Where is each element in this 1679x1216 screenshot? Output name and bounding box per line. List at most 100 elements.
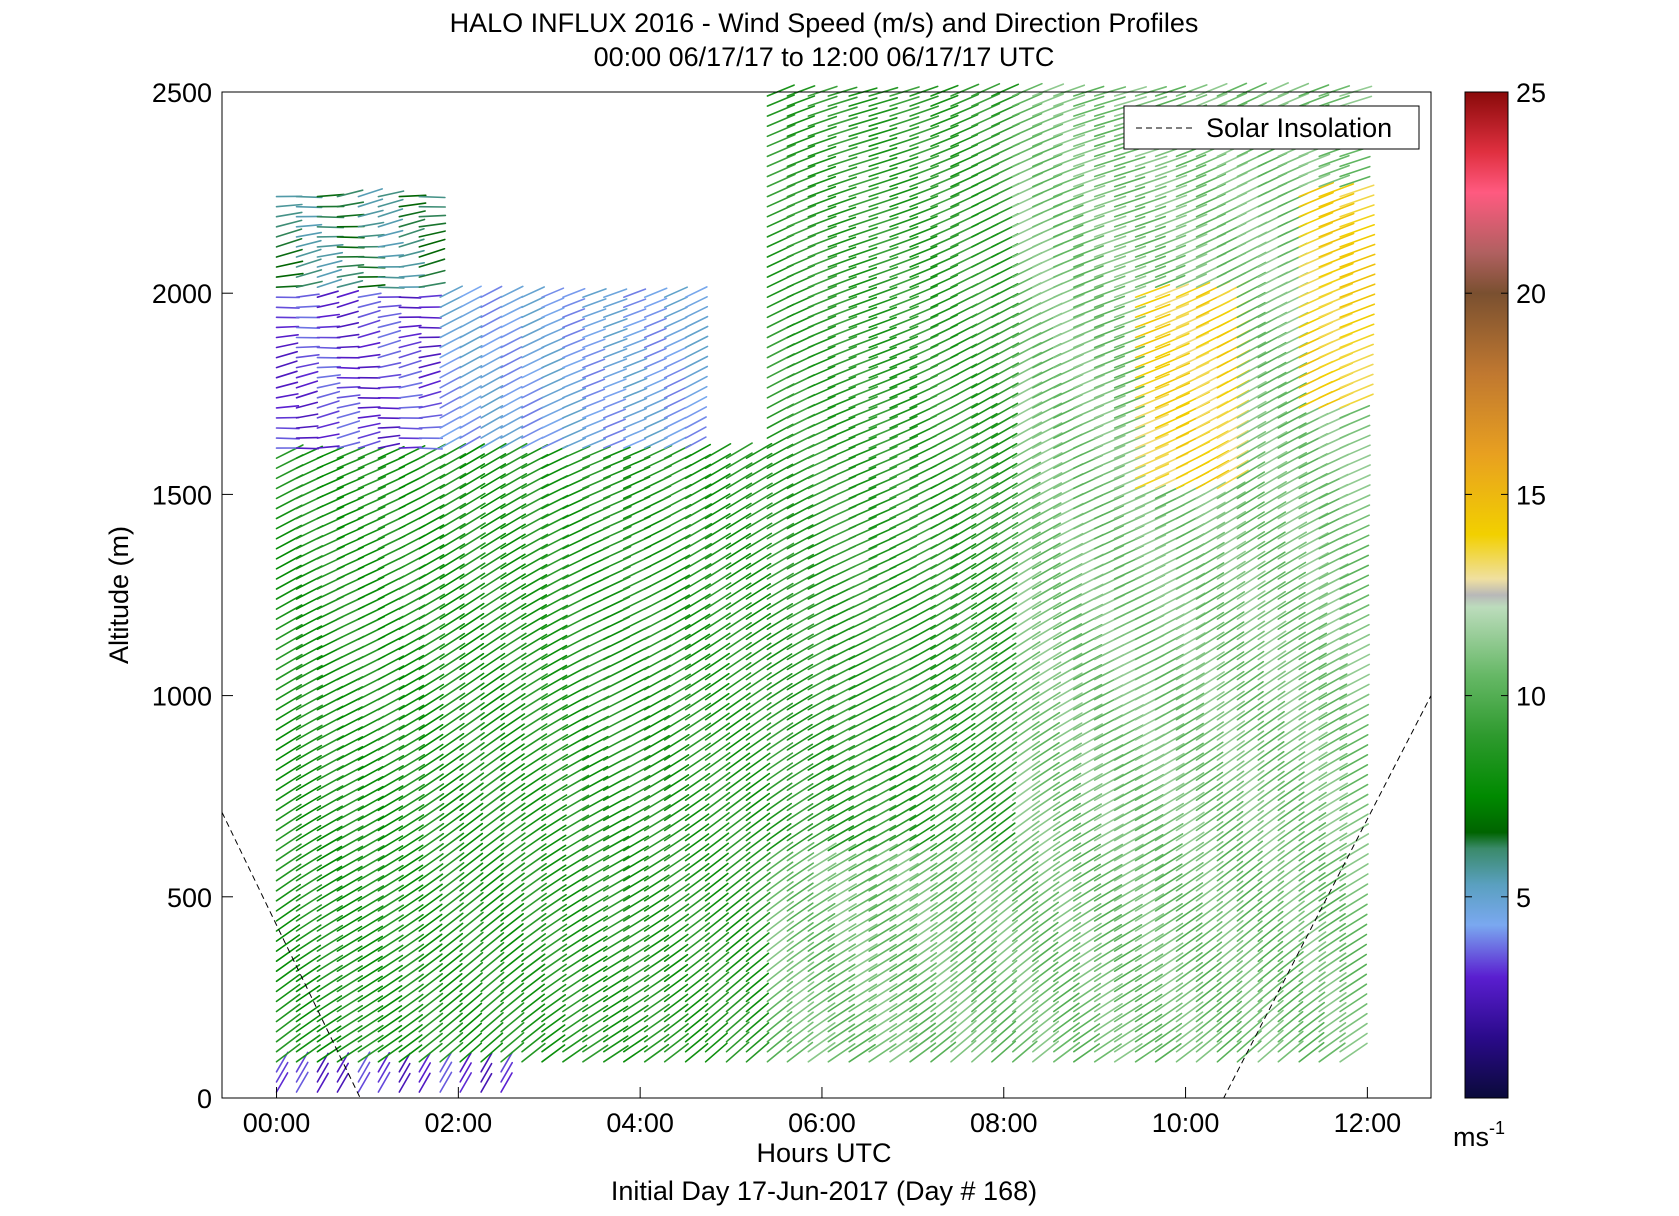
- wind-vector: [439, 365, 462, 379]
- wind-vector: [786, 105, 816, 117]
- wind-vector: [459, 385, 482, 399]
- wind-vector: [704, 951, 730, 973]
- wind-vector: [316, 410, 340, 419]
- wind-vector: [275, 360, 298, 369]
- wind-vector: [827, 765, 855, 781]
- x-tick-label: 12:00: [1334, 1108, 1402, 1138]
- wind-vector: [643, 436, 668, 449]
- wind-vector: [295, 934, 322, 952]
- wind-vector: [602, 934, 630, 952]
- wind-vector: [807, 774, 835, 792]
- wind-vector: [500, 892, 525, 912]
- wind-vector: [602, 555, 632, 570]
- wind-vector: [786, 125, 816, 138]
- wind-vector: [541, 386, 565, 399]
- wind-vector: [745, 992, 770, 1013]
- wind-vector: [602, 904, 631, 922]
- wind-vector: [562, 357, 586, 369]
- wind-vector: [622, 994, 650, 1013]
- wind-vector: [827, 775, 855, 792]
- wind-vector: [745, 792, 771, 812]
- wind-vector: [663, 893, 690, 912]
- wind-vector: [766, 582, 794, 600]
- wind-vector: [500, 662, 527, 681]
- wind-vector: [807, 285, 838, 299]
- wind-vector: [663, 764, 690, 781]
- wind-vector: [439, 285, 464, 299]
- wind-vector: [418, 453, 446, 470]
- wind-vector: [786, 543, 814, 560]
- wind-vector: [745, 942, 770, 963]
- wind-vector: [541, 884, 567, 902]
- wind-vector: [602, 328, 628, 339]
- wind-vector: [807, 764, 834, 781]
- wind-vector: [336, 506, 364, 520]
- wind-vector: [684, 483, 712, 500]
- wind-vector: [848, 496, 877, 510]
- wind-vector: [480, 365, 504, 379]
- wind-vector: [725, 562, 752, 580]
- wind-vector: [582, 745, 609, 761]
- wind-vector: [275, 744, 302, 761]
- wind-vector: [663, 833, 690, 852]
- wind-vector: [582, 475, 611, 490]
- wind-vectors: [275, 82, 1376, 1093]
- wind-vector: [439, 405, 462, 419]
- wind-vector: [766, 812, 792, 832]
- wind-vector: [521, 872, 547, 892]
- wind-vector: [541, 317, 565, 329]
- wind-vector: [316, 1015, 342, 1033]
- wind-vector: [562, 337, 586, 349]
- wind-vector: [827, 136, 858, 148]
- wind-vector: [357, 365, 381, 369]
- wind-vector: [848, 784, 877, 802]
- wind-vector: [459, 692, 485, 711]
- wind-vector: [684, 952, 710, 973]
- wind-vector: [418, 873, 444, 892]
- wind-vector: [827, 365, 857, 379]
- wind-vector: [521, 922, 547, 942]
- wind-vector: [827, 1023, 856, 1043]
- wind-vector: [377, 724, 405, 741]
- wind-vector: [786, 683, 813, 701]
- wind-vector: [459, 482, 486, 500]
- wind-vector: [336, 430, 361, 439]
- wind-vector: [602, 855, 630, 872]
- chart-time-range: 00:00 06/17/17 to 12:00 06/17/17 UTC: [594, 42, 1055, 72]
- wind-vector: [459, 711, 485, 731]
- wind-vector: [766, 463, 794, 480]
- wind-vector: [602, 398, 627, 409]
- wind-vector: [622, 1014, 649, 1033]
- wind-vector: [316, 785, 344, 802]
- wind-vector: [357, 985, 384, 1003]
- wind-vector: [275, 584, 303, 600]
- wind-vector: [807, 176, 837, 188]
- wind-vector: [439, 563, 465, 580]
- wind-vector: [541, 326, 566, 339]
- wind-vector: [704, 572, 732, 590]
- wind-vector: [562, 318, 586, 329]
- wind-vector: [357, 874, 385, 892]
- wind-vector: [377, 805, 404, 822]
- wind-vector: [582, 378, 606, 389]
- wind-vector: [418, 583, 445, 600]
- wind-vector: [786, 573, 815, 590]
- wind-vector: [459, 334, 483, 349]
- wind-vector: [459, 1072, 473, 1093]
- wind-vector: [275, 853, 302, 872]
- wind-vector: [827, 445, 856, 460]
- wind-vector: [357, 915, 384, 932]
- wind-vector: [316, 313, 341, 319]
- wind-vector: [418, 414, 443, 419]
- wind-vector: [643, 1023, 670, 1043]
- wind-vector: [418, 853, 444, 872]
- wind-vector: [295, 805, 322, 822]
- wind-vector: [439, 753, 464, 771]
- wind-vector: [684, 823, 710, 842]
- wind-vector: [398, 614, 426, 631]
- wind-vector: [295, 775, 322, 792]
- wind-vector: [848, 933, 878, 952]
- wind-vector: [357, 188, 384, 198]
- wind-vector: [480, 971, 505, 993]
- wind-vector: [357, 1005, 384, 1023]
